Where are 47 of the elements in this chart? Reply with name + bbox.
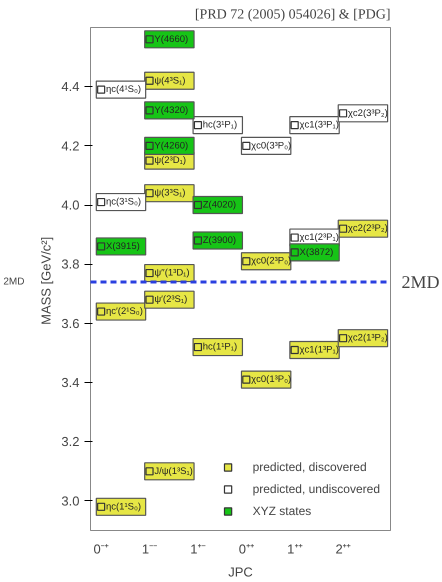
annotation: ηc(1¹S₀) — [106, 501, 142, 512]
annotation: J/ψ(1³S₁) — [154, 466, 193, 477]
annotation: ψ′(2³S₁) — [154, 294, 188, 306]
annotation: ηc(4¹S₀) — [106, 84, 142, 96]
text: 2MD — [3, 276, 25, 288]
annotation: ψ′′(1³D₁) — [154, 268, 190, 279]
y-tick-label: 4.2 — [61, 138, 80, 154]
y-tick-label: 4.4 — [61, 79, 80, 94]
x-axis-title: JPC — [228, 564, 253, 580]
annotation: ψ(3³S₁) — [154, 188, 186, 199]
y-tick-label: 3.8 — [61, 256, 80, 272]
annotation: χc1(3³P₁) — [300, 120, 339, 131]
annotation: Z(4020) — [202, 200, 236, 211]
x-tick-label: 1⁺⁺ — [287, 542, 302, 556]
x-tick-label: 0⁺⁺ — [238, 542, 254, 556]
ref-line-label: 2MD — [402, 272, 440, 292]
annotation: Y(4260) — [154, 140, 188, 152]
annotation: χc0(2³P₀) — [251, 256, 292, 267]
annotation: χc1(1³P₁) — [300, 344, 339, 356]
y-tick-label: 4.0 — [61, 198, 80, 213]
y-tick-label: 3.6 — [61, 316, 80, 331]
annotation: χc1(2³P₁) — [300, 232, 339, 244]
annotation: hc(3¹P₁) — [202, 120, 238, 131]
legend-label: predicted, discovered — [252, 460, 367, 474]
x-tick-label: 1⁺⁻ — [190, 542, 206, 556]
y-tick-label: 3.0 — [61, 493, 80, 508]
x-tick-label: 2⁺⁺ — [335, 542, 351, 556]
annotation: ψ(4³S₁) — [154, 75, 186, 86]
annotation: Y(4320) — [154, 104, 188, 116]
annotation: Y(4660) — [154, 34, 188, 45]
legend-label: XYZ states — [252, 504, 312, 518]
x-tick-label: 1⁻⁻ — [142, 542, 158, 556]
annotation: χc0(3³P₀) — [251, 140, 292, 152]
annotation: ψ(2³D₁) — [154, 155, 186, 166]
legend-label: predicted, undiscovered — [252, 482, 380, 496]
annotation: ηc′(2¹S₀) — [106, 306, 143, 318]
annotation: hc(1¹P₁) — [202, 342, 238, 353]
annotation: ηc(3¹S₀) — [106, 196, 142, 208]
annotation: χc0(1³P₀) — [251, 374, 292, 386]
annotation: Z(3900) — [202, 235, 236, 246]
y-axis-title: MASS [GeV/c²] — [38, 236, 54, 325]
x-tick-label: 0⁻⁺ — [94, 542, 109, 556]
chart-title: [PRD 72 (2005) 054026] & [PDG] — [194, 8, 391, 22]
annotation: X(3872) — [300, 246, 334, 258]
annotation: X(3915) — [106, 240, 140, 252]
y-tick-label: 3.2 — [61, 434, 80, 450]
y-tick-label: 3.4 — [61, 375, 80, 390]
